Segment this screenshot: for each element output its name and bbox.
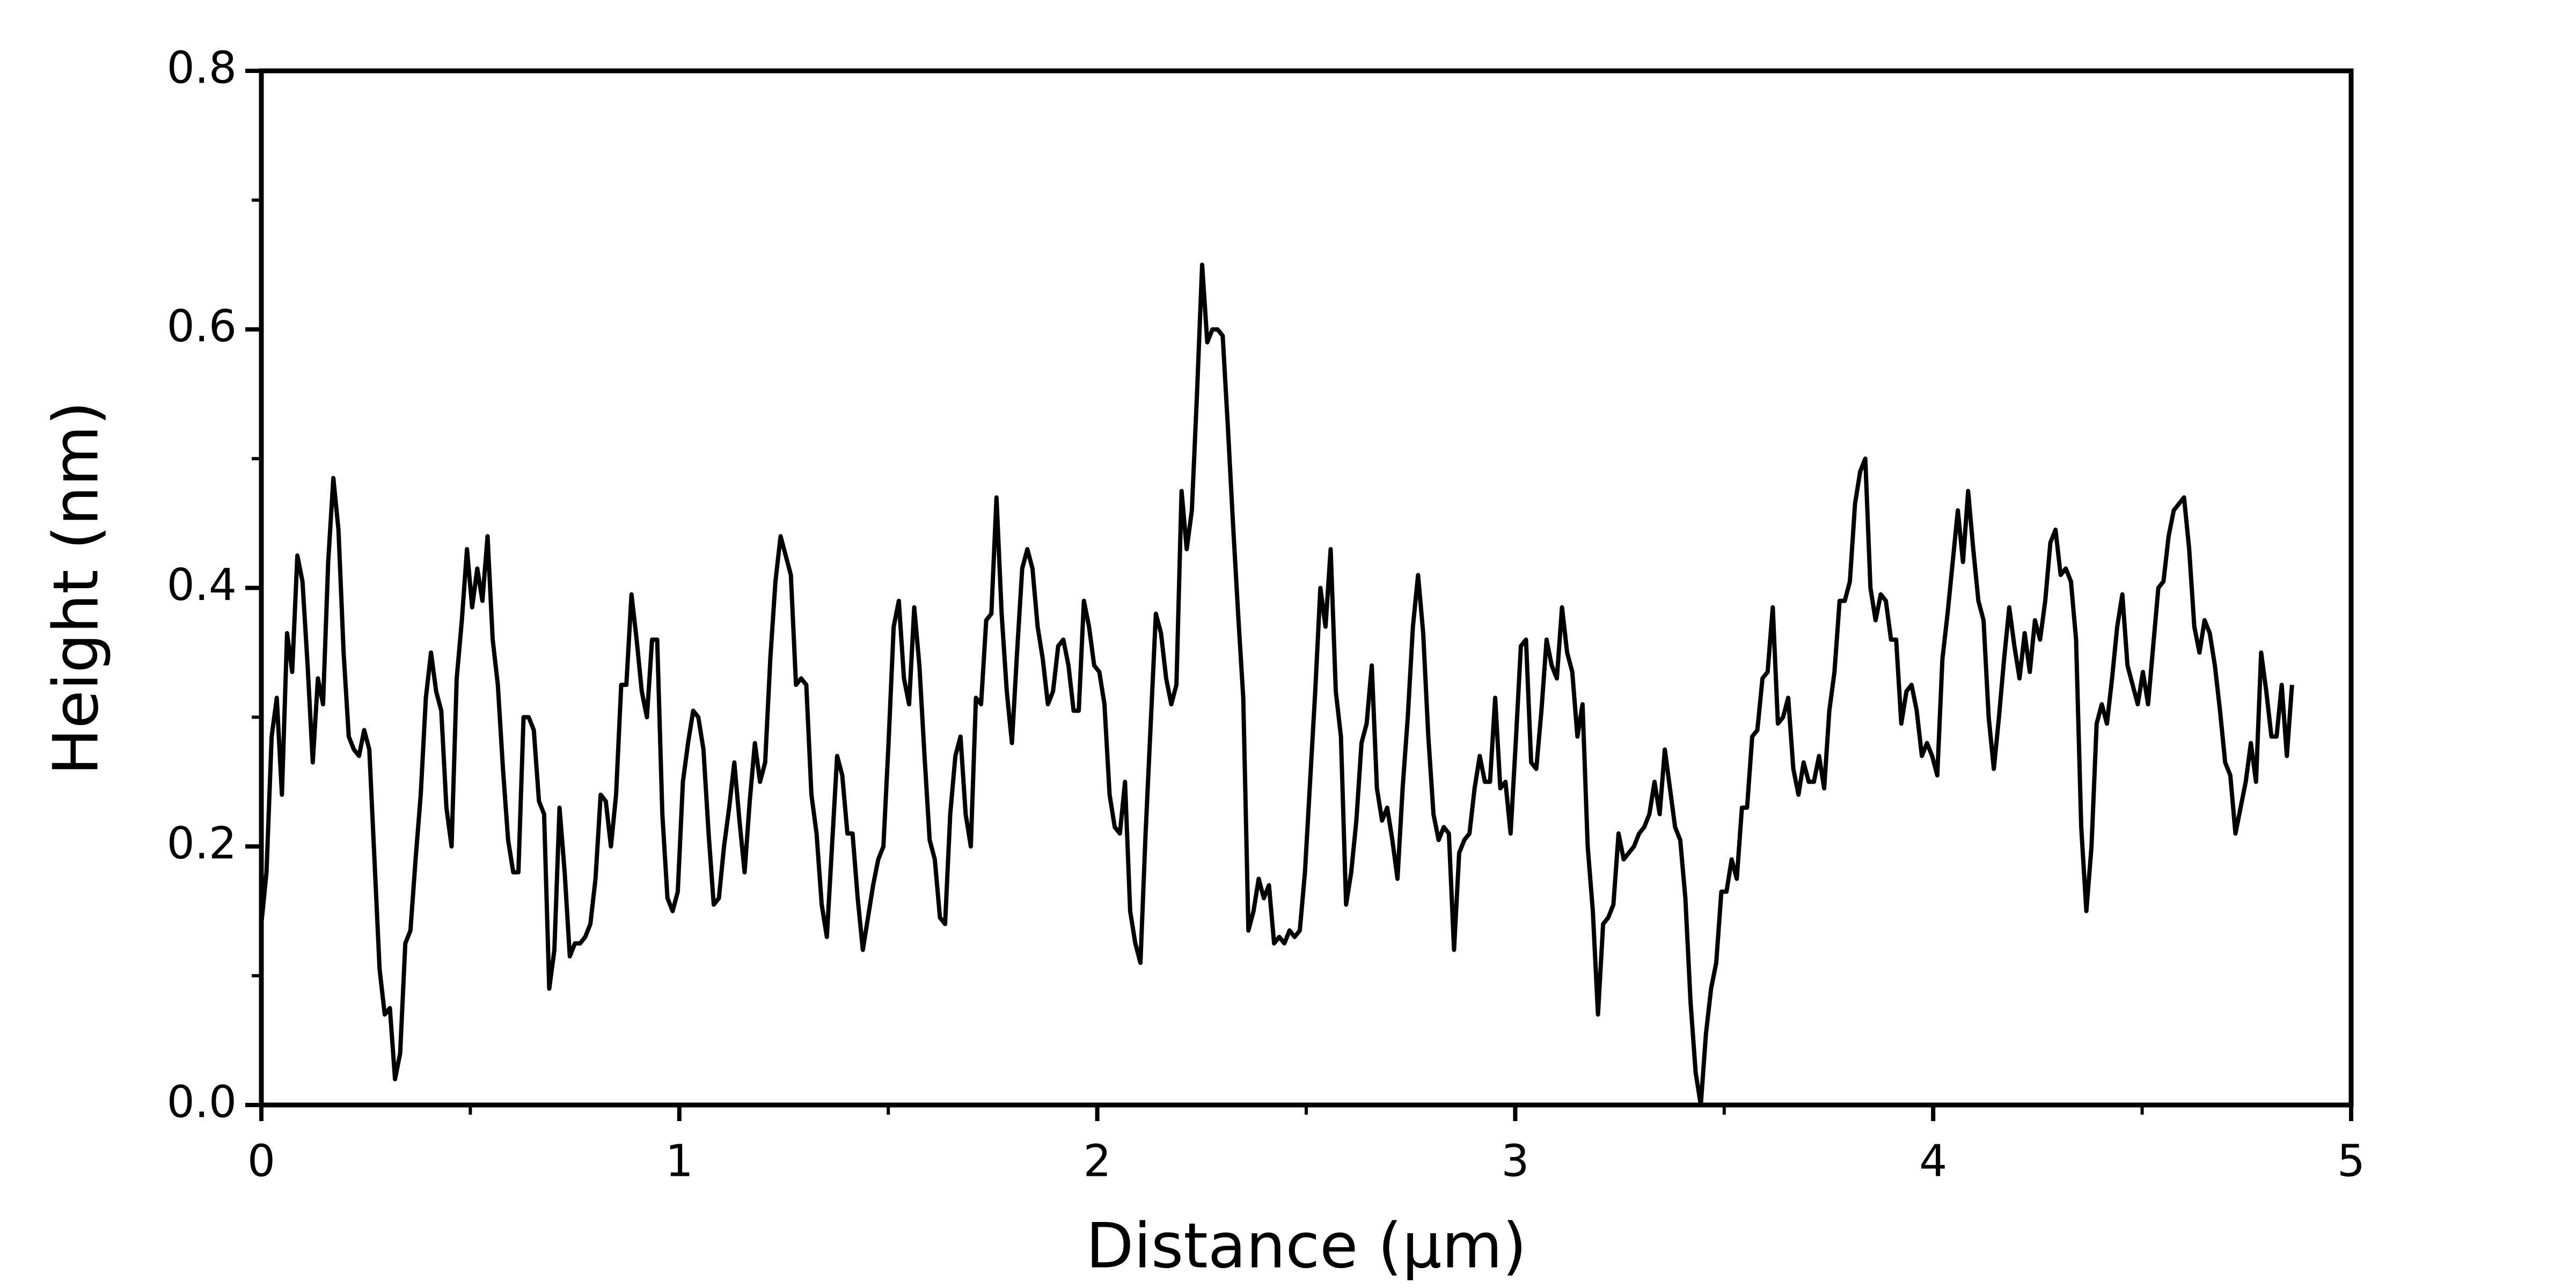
y-tick-label: 0.2 <box>167 818 237 869</box>
x-axis-label: Distance (μm) <box>1086 1210 1526 1283</box>
y-tick-label: 0.6 <box>167 301 237 352</box>
y-axis-label: Height (nm) <box>40 401 113 775</box>
plot-frame <box>259 68 2354 1108</box>
x-tick-label: 1 <box>665 1136 693 1187</box>
x-tick-label: 2 <box>1084 1136 1111 1187</box>
y-tick-label: 0.4 <box>167 560 237 611</box>
x-tick-label: 0 <box>247 1136 275 1187</box>
y-tick-label: 0.8 <box>167 42 237 93</box>
x-tick-label: 5 <box>2337 1136 2365 1187</box>
y-tick-label: 0.0 <box>167 1077 237 1128</box>
x-tick-label: 4 <box>1919 1136 1947 1187</box>
x-tick-label: 3 <box>1501 1136 1529 1187</box>
data-line <box>259 262 2294 1107</box>
